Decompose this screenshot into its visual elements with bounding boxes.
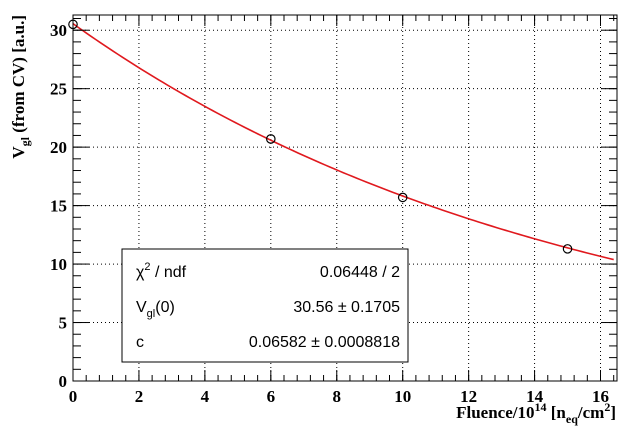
y-tick-label: 0: [59, 372, 68, 391]
fit-curve-group: [72, 22, 614, 261]
tick-labels: 0 2 4 6 8 10 12 14 16 0 5 10 15 20 25 30: [50, 21, 609, 406]
data-point: [266, 134, 276, 144]
stats-value-vgl: 30.56 ± 0.1705: [293, 299, 400, 316]
x-tick-label: 0: [69, 387, 78, 406]
x-tick-label: 6: [267, 387, 276, 406]
stats-value-c: 0.06582 ± 0.0008818: [249, 334, 400, 351]
x-tick-label: 10: [394, 387, 411, 406]
stats-box-frame: [121, 248, 409, 363]
stats-label-chi2: χ2 / ndf: [136, 261, 187, 281]
plot-frame: [72, 14, 618, 382]
x-tick-label: 16: [592, 387, 609, 406]
y-tick-label: 20: [50, 138, 67, 157]
stats-box: χ2 / ndf 0.06448 / 2 Vgl(0) 30.56 ± 0.17…: [121, 248, 409, 363]
data-point: [397, 192, 408, 203]
x-tick-label: 4: [201, 387, 210, 406]
data-markers: [68, 19, 573, 254]
x-tick-label: 2: [135, 387, 144, 406]
stats-label-vgl: Vgl(0): [136, 299, 175, 320]
y-tick-label: 15: [50, 197, 67, 216]
stats-label-c: c: [136, 334, 144, 351]
y-tick-label: 5: [59, 314, 68, 333]
y-tick-label: 25: [50, 80, 67, 99]
data-point: [562, 244, 573, 254]
y-tick-label: 30: [50, 21, 67, 40]
y-axis-title: Vgl (from CV) [a.u.]: [9, 15, 32, 159]
x-tick-label: 14: [526, 387, 544, 406]
stats-value-chi2: 0.06448 / 2: [320, 264, 400, 281]
y-tick-label: 10: [50, 255, 67, 274]
fit-curve: [72, 22, 614, 261]
axis-ticks: [72, 15, 617, 382]
x-tick-label: 12: [460, 387, 477, 406]
x-tick-label: 8: [333, 387, 342, 406]
x-axis-title: Fluence/1014 [neq/cm2]: [456, 400, 616, 426]
